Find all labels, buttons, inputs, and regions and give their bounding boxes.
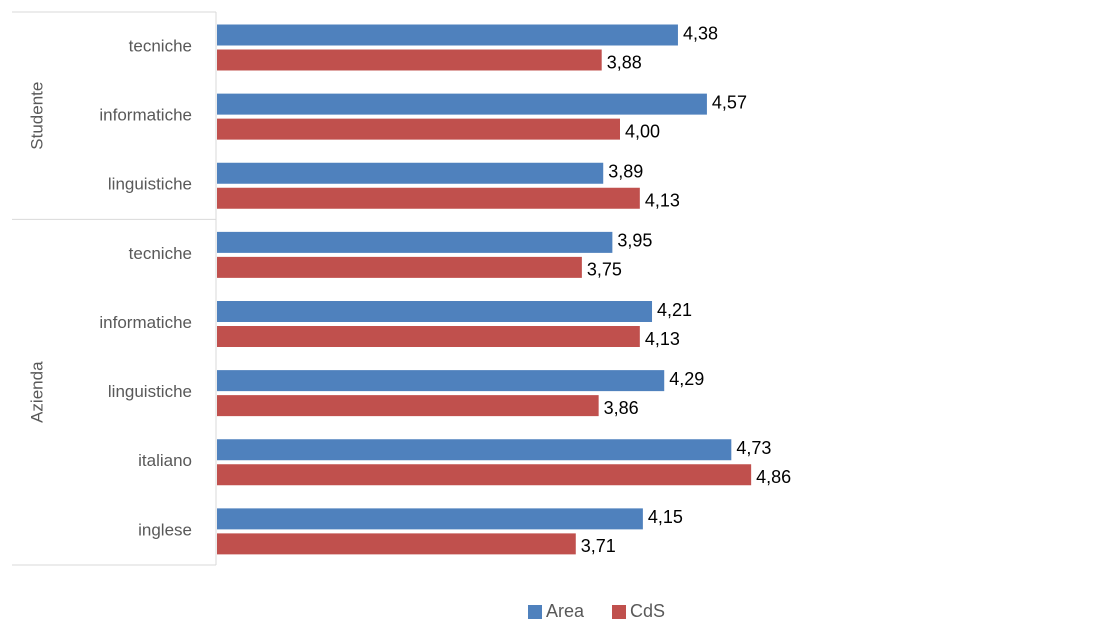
data-label: 3,71 xyxy=(581,536,616,556)
legend-label: Area xyxy=(546,601,585,621)
bar-area xyxy=(217,93,707,115)
bar-cds xyxy=(217,326,640,347)
bar-area xyxy=(217,370,665,392)
data-label: 3,88 xyxy=(607,52,642,72)
legend-swatch-cds xyxy=(612,605,626,619)
group-label: Azienda xyxy=(27,361,46,423)
data-label: 4,57 xyxy=(712,92,747,112)
category-label: tecniche xyxy=(129,36,192,55)
category-label: tecniche xyxy=(129,244,192,263)
bar-area xyxy=(217,439,732,461)
bar-area xyxy=(217,231,613,253)
data-label: 3,86 xyxy=(604,398,639,418)
bar-cds xyxy=(217,49,602,71)
bar-area xyxy=(217,24,678,46)
bar-cds xyxy=(217,395,599,417)
bar-area xyxy=(217,301,653,322)
data-label: 4,13 xyxy=(645,329,680,349)
bar-cds xyxy=(217,187,640,209)
legend-label: CdS xyxy=(630,601,665,621)
data-label: 4,38 xyxy=(683,23,718,43)
data-label: 4,29 xyxy=(669,369,704,389)
group-label: Studente xyxy=(27,82,46,150)
data-label: 4,86 xyxy=(756,467,791,487)
category-label: informatiche xyxy=(99,106,192,125)
bar-area xyxy=(217,508,643,530)
legend-swatch-area xyxy=(528,605,542,619)
bar-area xyxy=(217,162,604,184)
category-label: linguistiche xyxy=(108,175,192,194)
bar-cds xyxy=(217,256,582,278)
category-label: inglese xyxy=(138,520,192,539)
category-label: linguistiche xyxy=(108,382,192,401)
data-label: 3,89 xyxy=(608,162,643,182)
bar-cds xyxy=(217,533,576,555)
data-label: 4,21 xyxy=(657,300,692,320)
data-label: 4,73 xyxy=(736,438,771,458)
category-label: italiano xyxy=(138,451,192,470)
data-label: 3,95 xyxy=(617,231,652,251)
data-label: 4,00 xyxy=(625,121,660,141)
category-label: informatiche xyxy=(99,313,192,332)
bar-cds xyxy=(217,464,752,486)
data-label: 4,15 xyxy=(648,507,683,527)
bar-cds xyxy=(217,118,620,140)
data-label: 4,13 xyxy=(645,191,680,211)
data-label: 3,75 xyxy=(587,260,622,280)
